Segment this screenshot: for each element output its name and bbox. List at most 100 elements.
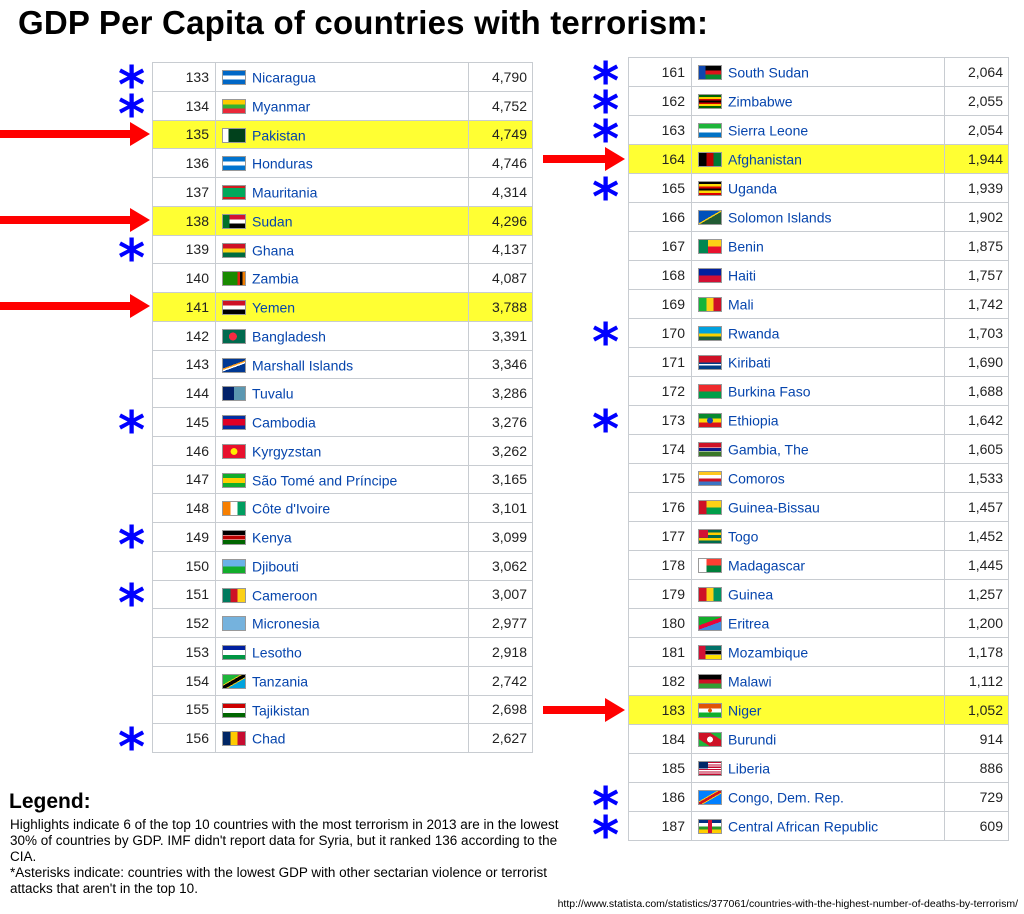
gdp-value-cell: 1,257	[944, 579, 1009, 609]
gdp-value-cell: 1,690	[944, 347, 1009, 377]
country-link[interactable]: Rwanda	[728, 325, 780, 342]
sao-tome-flag-icon	[222, 472, 246, 488]
country-link[interactable]: Guinea-Bissau	[728, 499, 820, 516]
pakistan-flag-icon	[222, 127, 246, 143]
arrow-shaft	[543, 705, 607, 714]
country-cell: Burundi	[691, 724, 945, 754]
country-link[interactable]: Kiribati	[728, 354, 771, 371]
country-link[interactable]: Uganda	[728, 180, 778, 197]
country-link[interactable]: Congo, Dem. Rep.	[728, 789, 844, 806]
country-cell: South Sudan	[691, 57, 945, 87]
country-link[interactable]: Bangladesh	[252, 328, 326, 345]
country-cell: Pakistan	[215, 119, 469, 150]
country-link[interactable]: Chad	[252, 730, 286, 747]
country-link[interactable]: Micronesia	[252, 615, 320, 632]
country-link[interactable]: Cambodia	[252, 414, 316, 431]
country-link[interactable]: Haiti	[728, 267, 757, 284]
country-link[interactable]: Yemen	[252, 299, 296, 316]
country-link[interactable]: Cameroon	[252, 587, 318, 604]
page-title: GDP Per Capita of countries with terrori…	[18, 4, 709, 41]
eritrea-flag-icon	[698, 616, 722, 632]
rank-cell: 163	[628, 115, 692, 145]
country-link[interactable]: South Sudan	[728, 64, 809, 81]
country-link[interactable]: Zimbabwe	[728, 93, 793, 110]
country-link[interactable]: Tuvalu	[252, 385, 294, 402]
honduras-flag-icon	[222, 156, 246, 172]
country-link[interactable]: Malawi	[728, 673, 772, 690]
table-row: 136 Honduras 4,746	[152, 148, 533, 178]
table-row: 146 Kyrgyzstan 3,262	[152, 435, 533, 466]
rank-cell: 141	[152, 292, 216, 322]
country-link[interactable]: Benin	[728, 238, 764, 255]
table-row: 175 Comoros 1,533	[628, 463, 1009, 493]
country-link[interactable]: Afghanistan	[728, 151, 802, 168]
gdp-value-cell: 4,087	[468, 263, 533, 293]
arrow-shaft	[0, 216, 132, 225]
country-link[interactable]: Sudan	[252, 213, 293, 230]
country-link[interactable]: Kyrgyzstan	[252, 443, 322, 460]
country-link[interactable]: Lesotho	[252, 644, 302, 661]
country-link[interactable]: Kenya	[252, 529, 292, 546]
country-link[interactable]: Niger	[728, 702, 762, 719]
legend-title: Legend:	[9, 790, 91, 813]
car-flag-icon	[698, 819, 722, 835]
country-link[interactable]: Marshall Islands	[252, 357, 354, 374]
country-link[interactable]: Mozambique	[728, 644, 809, 661]
gdp-value-cell: 3,391	[468, 320, 533, 351]
country-link[interactable]: Madagascar	[728, 557, 806, 574]
table-row: 149 Kenya 3,099	[152, 522, 533, 552]
gdp-value-cell: 2,627	[468, 723, 533, 753]
country-cell: Kiribati	[691, 347, 945, 377]
rank-cell: 136	[152, 148, 216, 178]
country-link[interactable]: Guinea	[728, 586, 774, 603]
rank-cell: 149	[152, 522, 216, 552]
kenya-flag-icon	[222, 530, 246, 546]
country-link[interactable]: Nicaragua	[252, 69, 316, 86]
arrow-head	[130, 294, 150, 319]
rank-cell: 182	[628, 666, 692, 696]
country-link[interactable]: Burundi	[728, 731, 777, 748]
south-sudan-flag-icon	[698, 65, 722, 81]
country-link[interactable]: Côte d'Ivoire	[252, 500, 331, 517]
country-link[interactable]: Myanmar	[252, 98, 311, 115]
country-link[interactable]: Zambia	[252, 270, 299, 287]
country-link[interactable]: Burkina Faso	[728, 383, 811, 400]
country-link[interactable]: Pakistan	[252, 127, 306, 144]
rank-cell: 140	[152, 263, 216, 293]
table-row: 143 Marshall Islands 3,346	[152, 349, 533, 380]
country-link[interactable]: Honduras	[252, 155, 313, 172]
yemen-flag-icon	[222, 300, 246, 316]
table-row: 168 Haiti 1,757	[628, 260, 1009, 290]
country-link[interactable]: Sierra Leone	[728, 122, 809, 139]
country-link[interactable]: Tajikistan	[252, 702, 310, 719]
table-row: 183 Niger 1,052	[628, 695, 1009, 725]
country-cell: Liberia	[691, 753, 945, 783]
country-link[interactable]: Togo	[728, 528, 759, 545]
gdp-value-cell: 1,605	[944, 434, 1009, 464]
country-link[interactable]: Gambia, The	[728, 441, 809, 458]
table-row: 134 Myanmar 4,752	[152, 90, 533, 121]
country-link[interactable]: Eritrea	[728, 615, 770, 632]
country-link[interactable]: Liberia	[728, 760, 771, 777]
country-cell: Myanmar	[215, 90, 469, 121]
country-link[interactable]: Central African Republic	[728, 818, 879, 835]
country-link[interactable]: Mauritania	[252, 184, 318, 201]
country-link[interactable]: Tanzania	[252, 673, 309, 690]
country-link[interactable]: Mali	[728, 296, 754, 313]
country-link[interactable]: Solomon Islands	[728, 209, 832, 226]
gdp-value-cell: 1,452	[944, 521, 1009, 551]
country-cell: Ghana	[215, 234, 469, 265]
rank-cell: 139	[152, 234, 216, 265]
zimbabwe-flag-icon	[698, 94, 722, 110]
rank-cell: 169	[628, 289, 692, 319]
country-link[interactable]: São Tomé and Príncipe	[252, 472, 398, 489]
micronesia-flag-icon	[222, 616, 246, 632]
country-cell: Burkina Faso	[691, 376, 945, 406]
country-link[interactable]: Ethiopia	[728, 412, 779, 429]
legend-body: Highlights indicate 6 of the top 10 coun…	[10, 817, 560, 897]
country-link[interactable]: Comoros	[728, 470, 785, 487]
country-link[interactable]: Ghana	[252, 242, 295, 259]
rank-cell: 164	[628, 144, 692, 174]
table-row: 135 Pakistan 4,749	[152, 119, 533, 150]
country-link[interactable]: Djibouti	[252, 558, 299, 575]
